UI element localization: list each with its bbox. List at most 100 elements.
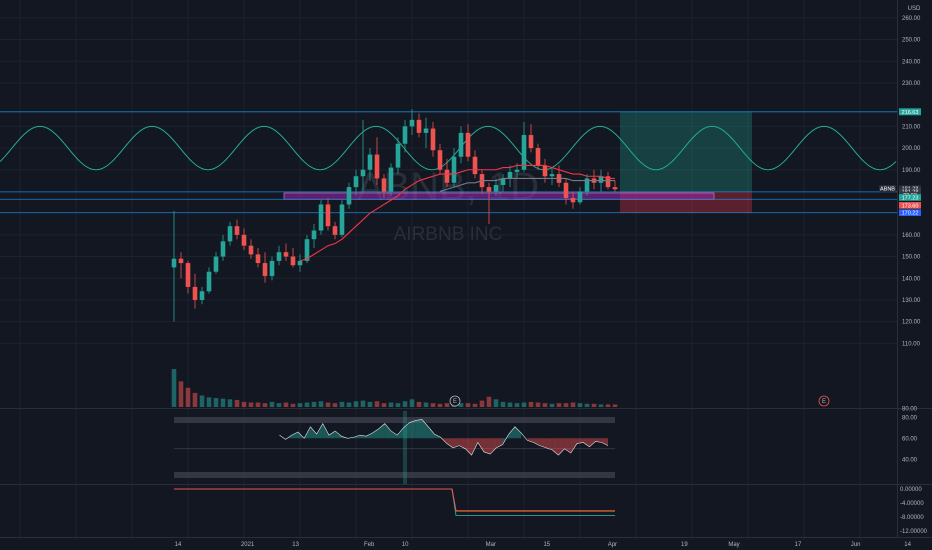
oscillator-fill bbox=[316, 423, 323, 439]
candle-body bbox=[472, 156, 478, 175]
volume-bar bbox=[472, 403, 478, 407]
oscillator-fill bbox=[384, 423, 391, 439]
oscillator-fill bbox=[422, 419, 429, 439]
candle-body bbox=[570, 197, 576, 203]
volume-bar bbox=[479, 400, 485, 407]
oscillator-fill bbox=[533, 438, 540, 446]
oscillator-fill bbox=[577, 438, 584, 444]
time-tick-label: 19 bbox=[681, 542, 688, 548]
volume-bar bbox=[199, 395, 205, 407]
time-axis[interactable]: 14 2021 13 Feb 10 Mar 15 Apr 19 May 17 Jun 14 bbox=[175, 542, 912, 548]
volume-bar bbox=[178, 381, 184, 407]
volume-bar bbox=[290, 403, 296, 407]
volume-bar bbox=[549, 403, 555, 407]
volume-bar bbox=[227, 399, 233, 407]
earnings-marker-label: E bbox=[822, 399, 826, 405]
candle-body bbox=[500, 178, 506, 185]
oscillator-fill bbox=[477, 438, 484, 452]
volume-bar bbox=[381, 403, 387, 407]
price-tag bbox=[899, 209, 921, 216]
oscillator-line bbox=[279, 419, 609, 456]
candle-body bbox=[395, 143, 401, 168]
volume-bar bbox=[605, 404, 611, 407]
volume-bar bbox=[507, 402, 513, 407]
oscillator-tick-label: 60.00 bbox=[902, 436, 918, 442]
candle-body bbox=[612, 187, 618, 190]
price-labels: 216.79216.63181.28ABNB181.2822:03177.231… bbox=[879, 108, 921, 217]
position-profit-zone bbox=[620, 111, 752, 192]
candle-body bbox=[437, 150, 443, 170]
candle-body bbox=[185, 263, 191, 287]
candle-body bbox=[360, 169, 366, 177]
volume-bar bbox=[311, 401, 317, 407]
sine-wave[interactable] bbox=[0, 125, 897, 171]
candle-body bbox=[262, 263, 268, 277]
moving-averages bbox=[299, 164, 615, 262]
volume-bar bbox=[486, 396, 492, 407]
oscillator-fill bbox=[546, 438, 553, 450]
volume-bar bbox=[276, 403, 282, 407]
candle-body bbox=[304, 239, 310, 261]
volume-bar bbox=[458, 403, 464, 407]
candle-body bbox=[297, 260, 303, 266]
horizontal-levels[interactable] bbox=[0, 111, 897, 214]
oscillator-highlight bbox=[403, 411, 407, 484]
time-tick-label: 15 bbox=[543, 542, 550, 548]
volume-bar bbox=[206, 397, 212, 407]
oscillator-fill bbox=[539, 438, 546, 448]
volume-bar bbox=[241, 401, 247, 407]
oscillator-fill bbox=[471, 438, 478, 456]
oscillator-fill bbox=[310, 426, 317, 439]
candle-body bbox=[241, 234, 247, 246]
oscillator-fill bbox=[378, 423, 385, 439]
volume-bar bbox=[269, 401, 275, 407]
oscillator-lower-band bbox=[174, 472, 615, 478]
volume-bar bbox=[423, 402, 429, 407]
price-tick-label: 250.00 bbox=[902, 38, 921, 44]
position-tool[interactable] bbox=[283, 111, 752, 213]
earnings-marker bbox=[449, 395, 461, 407]
price-axis[interactable]: USD 260.00 250.00 240.00 230.00 210.00 200.00 1… bbox=[900, 6, 928, 535]
candle-body bbox=[584, 178, 590, 192]
volume-bar bbox=[304, 402, 310, 407]
volume-bar bbox=[283, 402, 289, 407]
oscillator-fill bbox=[329, 430, 336, 439]
candle-body bbox=[535, 148, 541, 166]
oscillator-fill bbox=[335, 430, 342, 439]
candle-body bbox=[227, 226, 233, 242]
candle-body bbox=[465, 132, 471, 157]
time-tick-label: 17 bbox=[795, 542, 802, 548]
candle-body bbox=[213, 256, 219, 272]
oscillator-fill bbox=[322, 423, 329, 439]
volume-bar bbox=[248, 402, 254, 407]
volume-bar bbox=[493, 399, 499, 407]
oscillator-fill bbox=[446, 438, 453, 448]
oscillator-fill bbox=[453, 438, 460, 448]
candle-body bbox=[276, 252, 282, 261]
indicator-tick-label: -12.00000 bbox=[900, 529, 928, 535]
candle-body bbox=[367, 154, 373, 170]
price-tick-label: 160.00 bbox=[902, 233, 921, 239]
candle-body bbox=[542, 165, 548, 177]
oscillator-fill bbox=[589, 438, 596, 447]
indicator-line bbox=[174, 488, 615, 512]
candle-body bbox=[486, 187, 492, 192]
oscillator-fill bbox=[564, 438, 571, 453]
candle-body bbox=[339, 204, 345, 235]
oscillator-fill bbox=[558, 438, 565, 456]
symbol-tag bbox=[879, 185, 896, 193]
oscillator-fill bbox=[490, 438, 497, 455]
volume-bar bbox=[465, 403, 471, 407]
volume-bar bbox=[500, 401, 506, 407]
volume-bar bbox=[353, 401, 359, 407]
volume-bar bbox=[612, 404, 618, 407]
earnings-marker bbox=[818, 395, 830, 407]
candle-body bbox=[332, 226, 338, 235]
candle-body bbox=[549, 174, 555, 177]
currency-label: USD bbox=[908, 6, 921, 12]
candle-body bbox=[234, 226, 240, 235]
price-tag-label: 216.63 bbox=[902, 110, 919, 116]
